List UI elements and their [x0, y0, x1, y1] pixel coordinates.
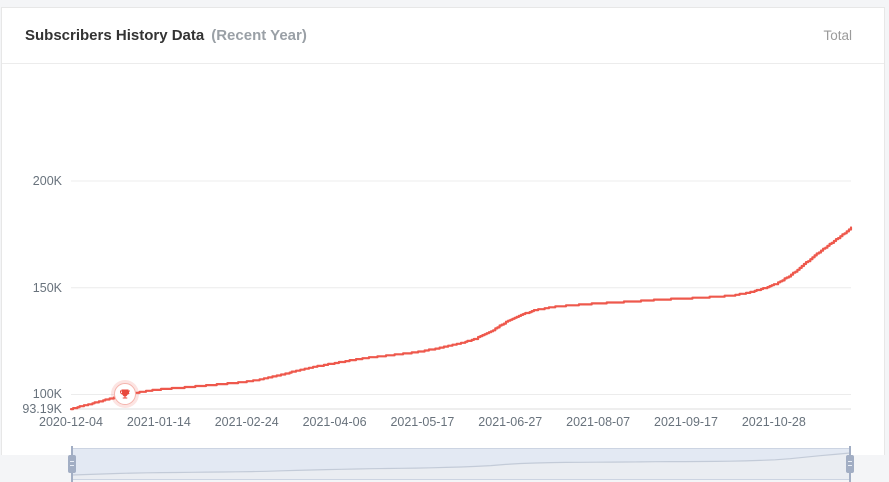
subscribers-history-chart[interactable]: 200K 150K 100K 93.19K 2020-12-04 2021-01-14 2…	[2, 63, 884, 482]
datazoom-left-handle[interactable]	[68, 446, 76, 482]
x-axis-tick-label: 2021-08-07	[566, 415, 631, 429]
y-axis-tick-label: 150K	[32, 280, 62, 295]
milestone-marker[interactable]	[113, 383, 136, 406]
x-axis-tick-label: 2021-05-17	[390, 415, 455, 429]
x-axis-tick-label: 2021-02-24	[214, 415, 279, 429]
datazoom-area-shadow	[72, 453, 850, 479]
y-axis-tick-label: 93.19K	[22, 402, 62, 416]
x-axis-tick-label: 2020-12-04	[39, 415, 103, 429]
trophy-icon	[119, 389, 130, 399]
datazoom-preview-area	[72, 452, 850, 479]
drag-grip-icon[interactable]	[68, 455, 76, 473]
x-axis-tick-label: 2021-10-28	[741, 415, 806, 429]
datazoom-slider[interactable]	[68, 446, 854, 482]
card-header: Subscribers History Data (Recent Year) T…	[2, 8, 884, 64]
page-title: Subscribers History Data	[25, 27, 205, 44]
x-axis-tick-label: 2021-06-27	[478, 415, 543, 429]
x-axis-tick-label: 2021-09-17	[654, 415, 718, 429]
page-subtitle: (Recent Year)	[211, 27, 307, 44]
datazoom-right-handle[interactable]	[846, 446, 854, 482]
x-axis-tick-label: 2021-04-06	[302, 415, 367, 429]
subscribers-history-card: Subscribers History Data (Recent Year) T…	[1, 7, 885, 482]
drag-grip-icon[interactable]	[846, 455, 854, 473]
y-axis-tick-label: 200K	[32, 174, 62, 188]
subscribers-line-series[interactable]	[69, 226, 853, 411]
x-axis-tick-label: 2021-01-14	[126, 415, 191, 429]
y-axis-tick-label: 100K	[32, 387, 62, 402]
legend-item-total[interactable]: Total	[823, 28, 852, 43]
line-chart-plot[interactable]	[69, 176, 853, 411]
